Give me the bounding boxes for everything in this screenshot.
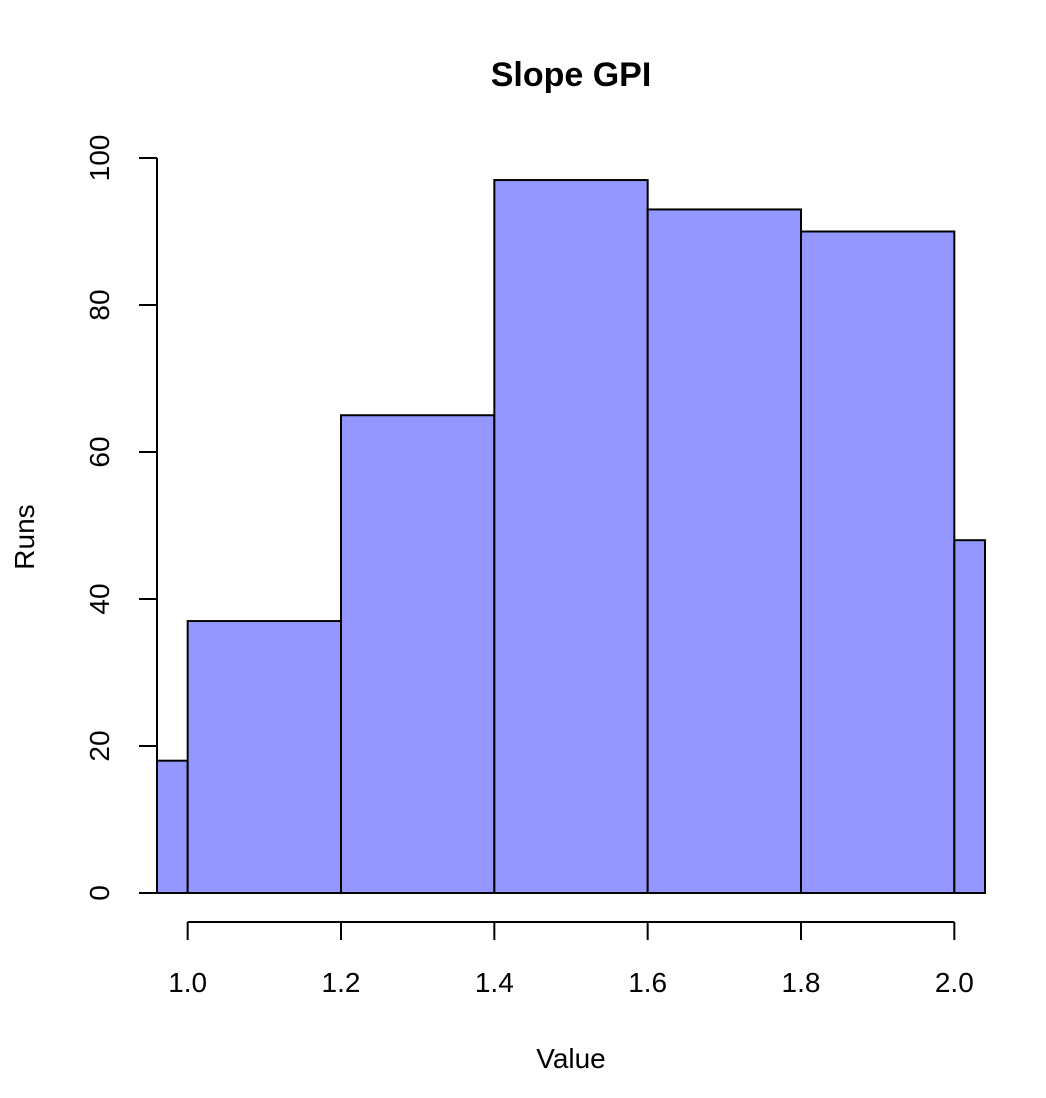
histogram-bar-6: [953, 539, 986, 894]
x-tick-label-2: 1.4: [475, 967, 514, 998]
histogram-bar-3: [493, 179, 649, 895]
y-tick-label-4: 80: [84, 289, 115, 320]
y-axis: 0 20 40 60 80 100: [84, 135, 158, 901]
y-tick-label-0: 0: [84, 885, 115, 901]
histogram-bar-4: [646, 208, 803, 894]
chart-title: Slope GPI: [491, 56, 652, 94]
y-tick-label-2: 40: [84, 583, 115, 614]
histogram-bar-2: [340, 414, 496, 894]
histogram-bar-5: [800, 230, 956, 894]
x-tick-label-3: 1.6: [628, 967, 667, 998]
x-tick-label-5: 2.0: [935, 967, 974, 998]
y-tick-label-1: 20: [84, 730, 115, 761]
y-tick-label-3: 60: [84, 436, 115, 467]
x-tick-label-4: 1.8: [782, 967, 821, 998]
x-tick-label-0: 1.0: [168, 967, 207, 998]
y-tick-label-5: 100: [84, 135, 115, 182]
histogram-bar-0: [156, 759, 189, 895]
bars-group: [156, 179, 986, 895]
x-axis: 1.0 1.2 1.4 1.6 1.8 2.0: [168, 921, 974, 998]
histogram-bar-1: [186, 620, 342, 894]
x-tick-label-1: 1.2: [322, 967, 361, 998]
y-axis-label: Runs: [9, 504, 40, 569]
x-axis-label: Value: [536, 1043, 606, 1074]
